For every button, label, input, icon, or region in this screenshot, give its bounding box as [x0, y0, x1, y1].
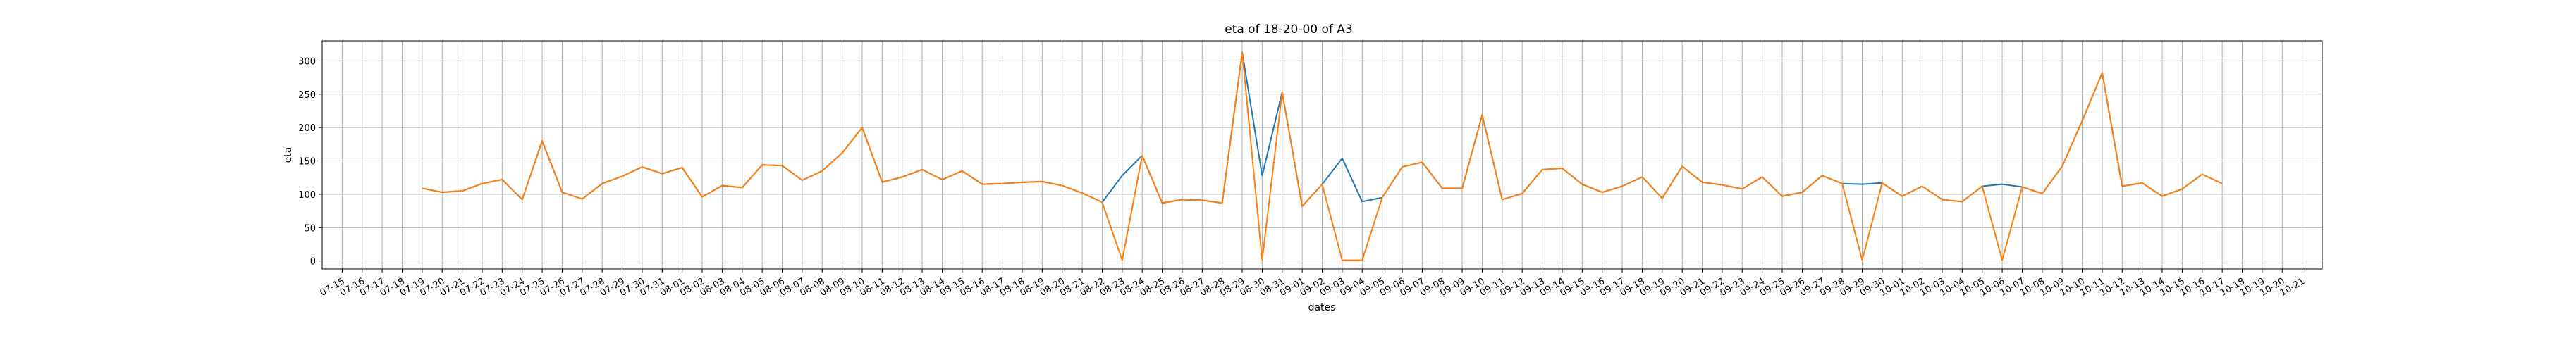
y-tick-label: 150	[298, 157, 316, 168]
x-axis-title: dates	[1308, 302, 1336, 313]
y-axis: 0 50 100 150 200 250 300	[298, 56, 322, 268]
series-group	[422, 51, 2223, 261]
grid	[322, 41, 2322, 269]
y-axis-title: eta	[283, 147, 294, 163]
y-tick-label: 300	[298, 56, 316, 67]
y-tick-label: 200	[298, 123, 316, 134]
y-tick-label: 250	[298, 90, 316, 101]
chart-title: eta of 18-20-00 of A3	[1225, 23, 1353, 37]
y-tick-label: 50	[304, 223, 316, 234]
y-tick-label: 100	[298, 190, 316, 201]
series-line-2	[422, 51, 2223, 261]
y-tick-label: 0	[310, 257, 316, 268]
